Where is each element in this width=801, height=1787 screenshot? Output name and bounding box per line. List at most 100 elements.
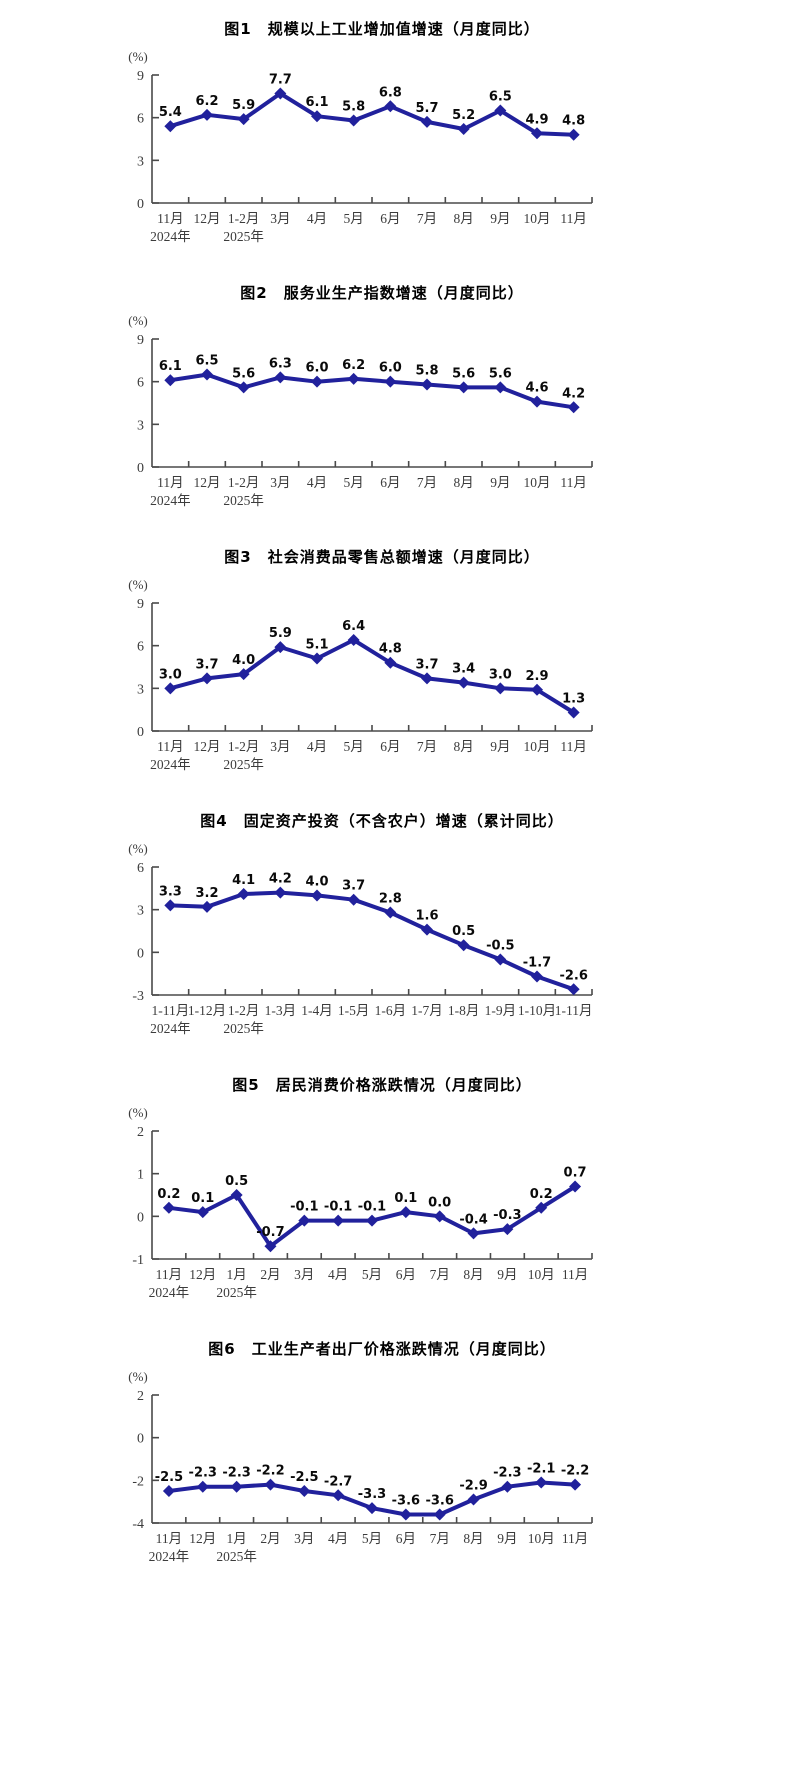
chart-figure-4: 图4 固定资产投资（不含农户）增速（累计同比） (%) 6 3 0 -3 3.3 3.2 4.… (52, 810, 752, 1074)
x-axis-month-label: 1-2月 (228, 1003, 260, 1018)
y-axis-unit-label: (%) (128, 1369, 148, 1384)
data-point-label: 5.9 (232, 98, 255, 113)
x-axis-month-label: 1-9月 (485, 1003, 517, 1018)
data-point-label: 4.0 (232, 653, 255, 668)
data-point-marker (567, 401, 580, 414)
chart-title-3: 图3 社会消费品零售总额增速（月度同比） (224, 548, 540, 566)
x-axis-month-label: 1-2月 (228, 739, 260, 754)
data-point-marker (201, 368, 213, 381)
x-axis-month-label: 3月 (294, 1531, 314, 1546)
data-point-label: 6.4 (342, 619, 365, 634)
data-point-marker (196, 1206, 209, 1219)
y-axis-tick-label: 6 (137, 861, 144, 876)
x-axis-month-label: 5月 (344, 211, 364, 226)
y-axis-tick-label: -1 (132, 1253, 144, 1268)
y-axis-tick-label: 0 (137, 197, 144, 212)
data-point-label: 3.4 (452, 662, 475, 677)
data-point-label: 3.0 (159, 667, 182, 682)
x-axis-month-label: 11月 (156, 1267, 183, 1282)
y-axis-tick-label: 2 (137, 1389, 144, 1404)
data-point-marker (531, 683, 543, 696)
data-point-marker (384, 375, 397, 388)
data-point-label: 5.1 (305, 637, 328, 652)
x-axis-month-label: 11月 (562, 1531, 589, 1546)
chart-title-5: 图5 居民消费价格涨跌情况（月度同比） (232, 1076, 532, 1094)
data-point-label: 1.3 (562, 692, 585, 707)
data-point-label: 5.9 (269, 626, 292, 641)
x-axis-month-label: 1-8月 (448, 1003, 480, 1018)
data-point-marker (457, 381, 470, 394)
data-point-marker (501, 1480, 514, 1493)
data-point-marker (162, 1485, 175, 1497)
data-point-marker (399, 1508, 412, 1521)
x-axis-month-label: 12月 (194, 739, 221, 754)
data-point-marker (433, 1210, 446, 1223)
x-axis-month-label: 3月 (270, 475, 290, 490)
x-axis-month-label: 11月 (156, 1531, 183, 1546)
data-point-marker (569, 1180, 582, 1193)
data-point-label: 6.1 (305, 95, 328, 110)
chart-figure-3: 图3 社会消费品零售总额增速（月度同比） (%) 9 6 3 0 3.0 3.7 4.0 5.9… (52, 546, 752, 810)
data-point-label: 0.7 (564, 1165, 587, 1180)
data-point-label: 5.4 (159, 105, 182, 120)
x-axis-month-label: 5月 (362, 1267, 382, 1282)
data-point-marker (467, 1493, 480, 1506)
x-axis-month-label: 8月 (454, 211, 474, 226)
data-point-marker (237, 888, 250, 901)
data-point-marker (366, 1502, 378, 1515)
x-axis-month-label: 4月 (328, 1531, 348, 1546)
x-axis-month-label: 4月 (307, 211, 327, 226)
data-point-marker (264, 1478, 277, 1491)
data-point-marker (332, 1489, 345, 1502)
data-point-label: 5.8 (415, 364, 438, 379)
y-axis-tick-label: 9 (137, 69, 144, 84)
x-axis-month-label: 5月 (344, 475, 364, 490)
x-axis-month-label: 11月 (157, 475, 184, 490)
x-axis-month-label: 1-3月 (265, 1003, 297, 1018)
y-axis-tick-label: 3 (137, 904, 144, 919)
x-axis-month-label: 11月 (560, 475, 587, 490)
data-point-label: -0.7 (256, 1225, 284, 1240)
chart-title-4: 图4 固定资产投资（不含农户）增速（累计同比） (200, 812, 564, 830)
x-axis-month-label: 7月 (417, 475, 437, 490)
data-point-marker (201, 108, 213, 121)
x-axis-month-label: 7月 (430, 1531, 450, 1546)
chart-plot-3: (%) 9 6 3 0 3.0 3.7 4.0 5.9 5.1 6.4 4.8 3.7 3.4 3.0 2.9… (128, 577, 593, 772)
x-axis-year-label: 2025年 (223, 757, 264, 772)
chart-plot-5: (%)210-10.2 0.10.5-0.7-0.1 -0.1 -0.10.1 0.0-… (128, 1105, 593, 1300)
data-point-marker (501, 1223, 514, 1236)
data-point-label: 6.0 (305, 361, 328, 376)
chart-plot-1: (%) 9 6 3 0 5.4 6.2 5.9 7.7 6.1 5.8 6.8 5.7 5.2 6.5 4.9… (128, 49, 593, 244)
data-point-marker (421, 115, 433, 128)
data-point-label: 6.2 (195, 94, 218, 109)
x-axis-month-label: 1-11月 (555, 1003, 593, 1018)
data-point-label: -3.6 (425, 1493, 453, 1508)
x-axis-month-label: 7月 (430, 1267, 450, 1282)
data-point-marker (384, 100, 397, 113)
y-axis-tick-label: 3 (137, 682, 144, 697)
data-point-label: 4.8 (379, 642, 402, 657)
data-point-marker (384, 656, 397, 669)
y-axis-tick-label: 9 (137, 333, 144, 348)
data-point-label: 0.0 (428, 1195, 451, 1210)
data-point-label: -2.9 (459, 1479, 487, 1494)
data-point-label: 3.2 (195, 886, 218, 901)
data-point-marker (274, 641, 287, 654)
data-point-label: -3.3 (358, 1487, 386, 1502)
data-point-marker (494, 381, 507, 394)
data-point-marker (237, 381, 250, 394)
data-point-marker (274, 371, 287, 384)
y-axis-tick-label: -4 (132, 1517, 144, 1532)
data-point-marker (421, 378, 433, 391)
x-axis-month-label: 9月 (497, 1531, 517, 1546)
x-axis-year-label: 2024年 (150, 757, 191, 772)
data-point-label: 5.6 (452, 366, 475, 381)
data-point-marker (347, 893, 360, 906)
x-axis-month-label: 1-7月 (411, 1003, 443, 1018)
data-point-marker (164, 682, 177, 695)
series-line (169, 372, 575, 410)
x-axis-month-label: 1-4月 (301, 1003, 333, 1018)
x-axis-month-label: 10月 (524, 211, 551, 226)
x-axis-month-label: 10月 (528, 1531, 555, 1546)
